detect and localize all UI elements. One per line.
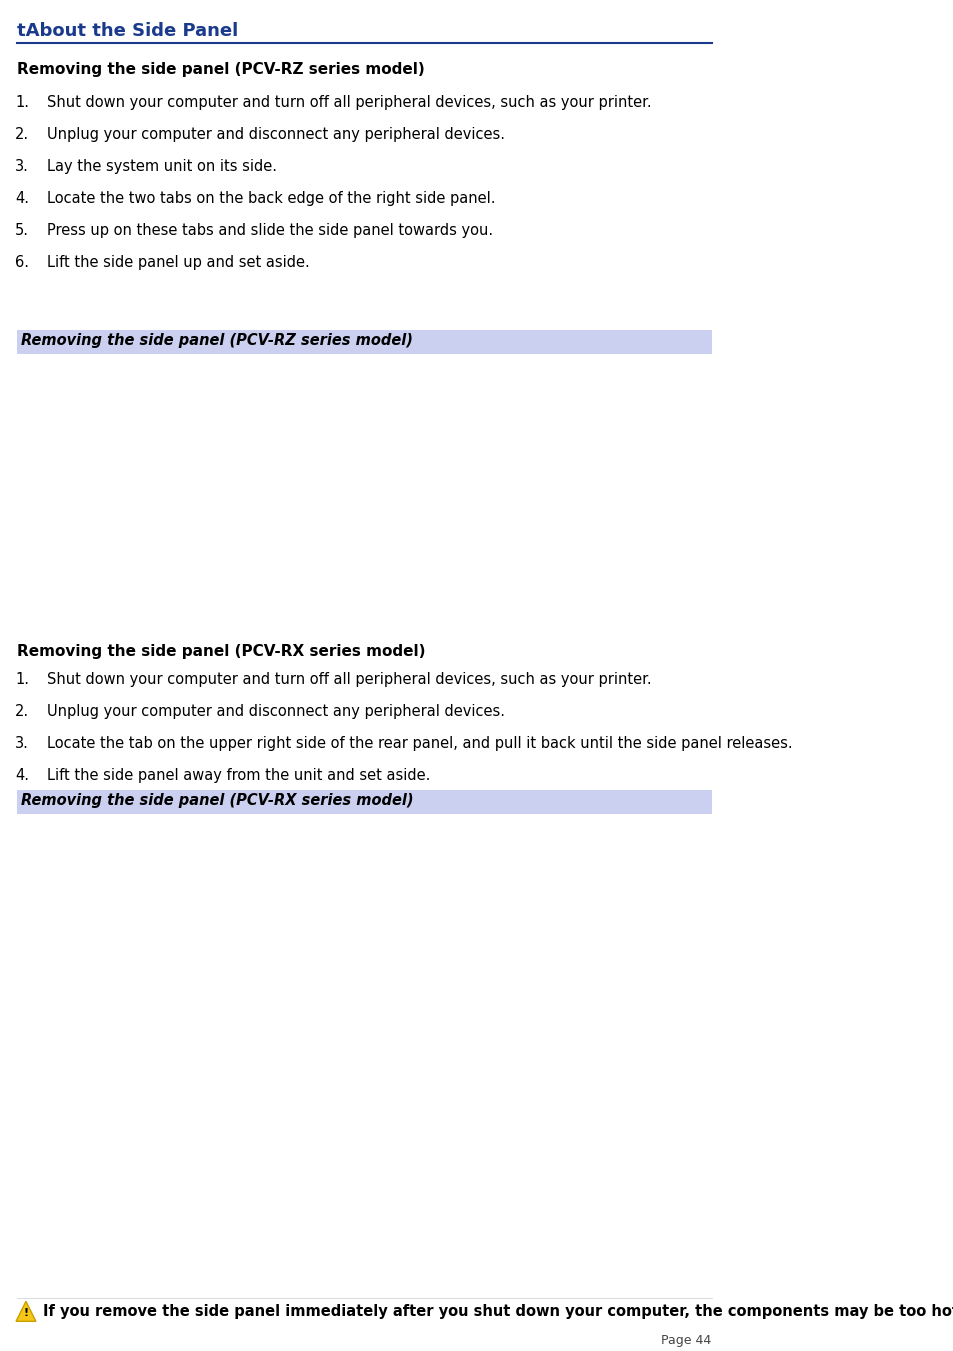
Text: Locate the tab on the upper right side of the rear panel, and pull it back until: Locate the tab on the upper right side o… bbox=[48, 736, 792, 751]
Text: Unplug your computer and disconnect any peripheral devices.: Unplug your computer and disconnect any … bbox=[48, 704, 505, 719]
Text: 5.: 5. bbox=[15, 223, 29, 238]
Text: Shut down your computer and turn off all peripheral devices, such as your printe: Shut down your computer and turn off all… bbox=[48, 95, 651, 109]
Polygon shape bbox=[16, 1301, 36, 1321]
Text: Removing the side panel (PCV-RZ series model): Removing the side panel (PCV-RZ series m… bbox=[17, 62, 424, 77]
Text: 3.: 3. bbox=[15, 736, 29, 751]
Text: Removing the side panel (PCV-RZ series model): Removing the side panel (PCV-RZ series m… bbox=[21, 332, 413, 347]
Text: 4.: 4. bbox=[15, 190, 29, 205]
Text: tAbout the Side Panel: tAbout the Side Panel bbox=[17, 22, 238, 41]
Text: Unplug your computer and disconnect any peripheral devices.: Unplug your computer and disconnect any … bbox=[48, 127, 505, 142]
Text: If you remove the side panel immediately after you shut down your computer, the : If you remove the side panel immediately… bbox=[43, 1304, 953, 1320]
Text: 1.: 1. bbox=[15, 95, 29, 109]
Text: 4.: 4. bbox=[15, 767, 29, 782]
Text: 1.: 1. bbox=[15, 671, 29, 686]
FancyBboxPatch shape bbox=[17, 330, 711, 354]
Text: Press up on these tabs and slide the side panel towards you.: Press up on these tabs and slide the sid… bbox=[48, 223, 493, 238]
Text: 2.: 2. bbox=[15, 127, 29, 142]
Text: Removing the side panel (PCV-RX series model): Removing the side panel (PCV-RX series m… bbox=[21, 793, 414, 808]
Text: Page 44: Page 44 bbox=[660, 1335, 711, 1347]
Text: Locate the two tabs on the back edge of the right side panel.: Locate the two tabs on the back edge of … bbox=[48, 190, 496, 205]
Text: Lift the side panel up and set aside.: Lift the side panel up and set aside. bbox=[48, 255, 310, 270]
Text: !: ! bbox=[24, 1308, 29, 1319]
Text: Removing the side panel (PCV-RX series model): Removing the side panel (PCV-RX series m… bbox=[17, 643, 425, 659]
Text: Shut down your computer and turn off all peripheral devices, such as your printe: Shut down your computer and turn off all… bbox=[48, 671, 651, 686]
Text: 6.: 6. bbox=[15, 255, 29, 270]
Text: 2.: 2. bbox=[15, 704, 29, 719]
Text: 3.: 3. bbox=[15, 159, 29, 174]
Text: Lift the side panel away from the unit and set aside.: Lift the side panel away from the unit a… bbox=[48, 767, 430, 782]
FancyBboxPatch shape bbox=[17, 789, 711, 813]
Text: Lay the system unit on its side.: Lay the system unit on its side. bbox=[48, 159, 277, 174]
